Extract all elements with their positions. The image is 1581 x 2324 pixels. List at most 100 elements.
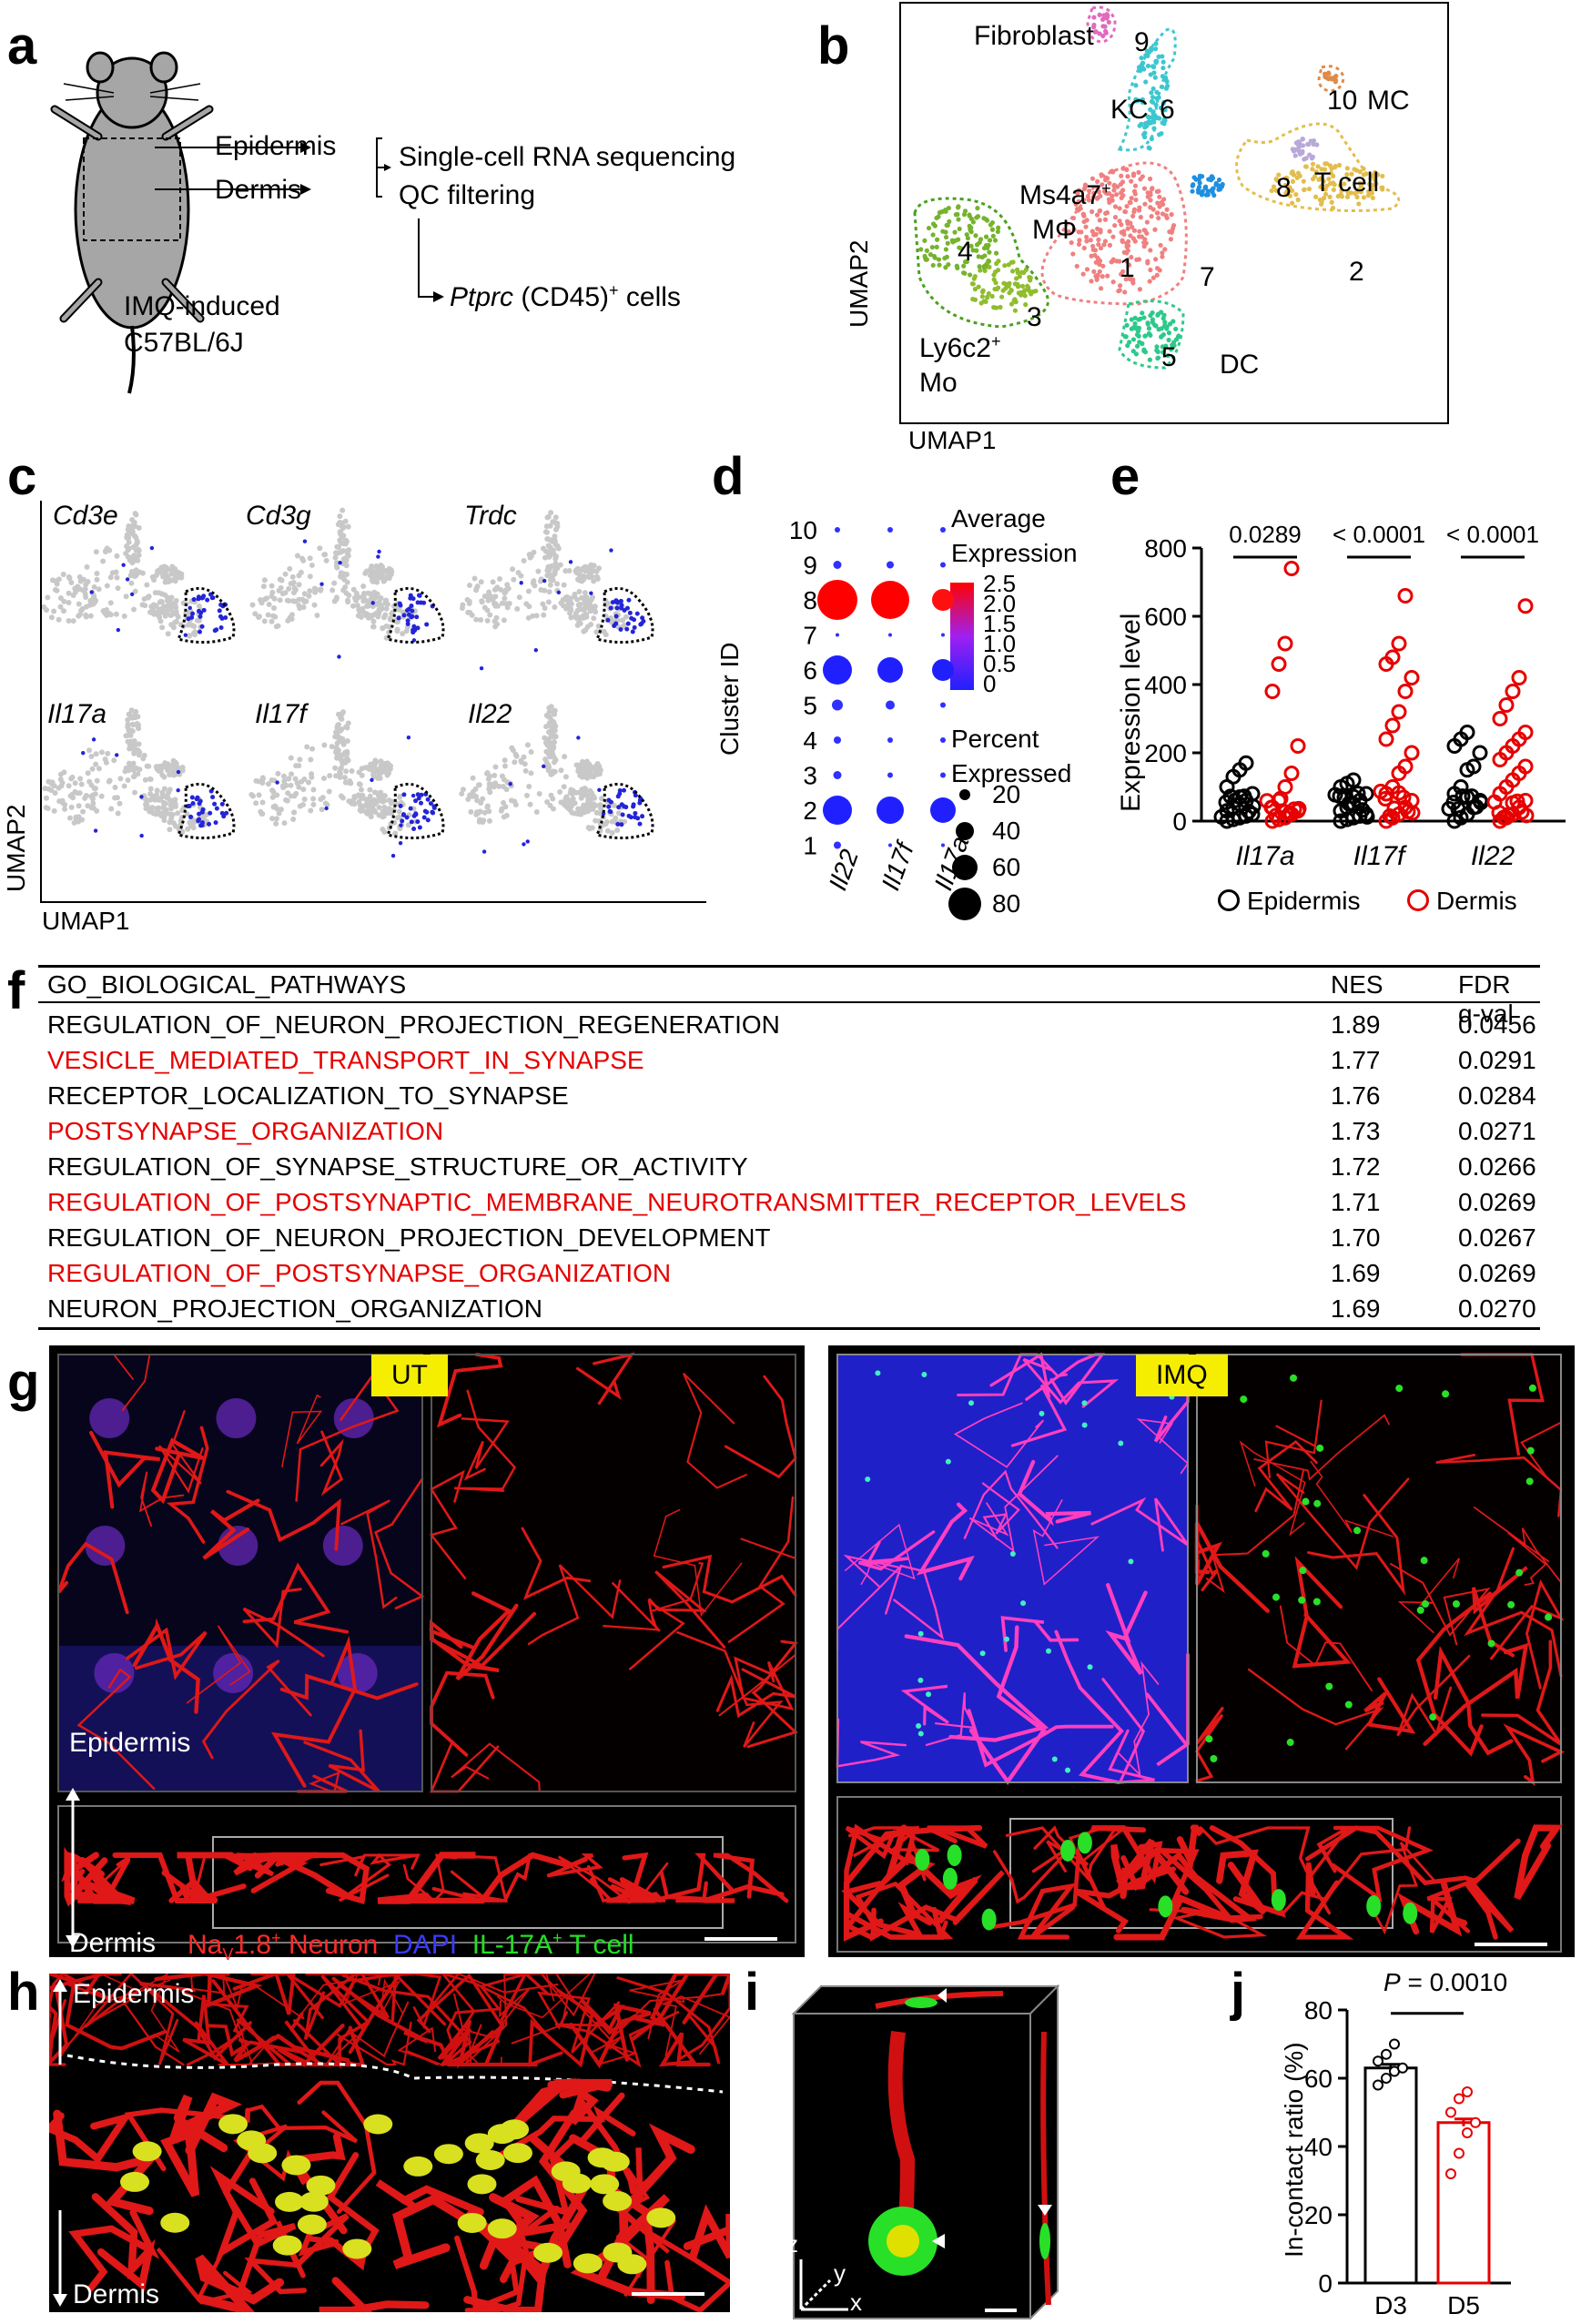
umap-cell-dot [927, 252, 934, 258]
feature-cell-dot [372, 594, 379, 601]
feature-cell-dot [256, 792, 262, 798]
feature-title-il22: Il22 [468, 699, 512, 729]
umap-cell-dot [947, 218, 952, 225]
umap-cell-dot [1150, 99, 1156, 105]
feature-cell-dot [503, 586, 510, 593]
feature-cell-dot [309, 746, 316, 752]
nerve-fiber [515, 2092, 625, 2217]
feature-cell-dot [259, 780, 266, 787]
feature-cell-dot [561, 784, 567, 790]
feature-cell-dot [581, 614, 587, 621]
tcell-dot [1316, 1444, 1324, 1452]
feature-cell-dot [294, 780, 300, 787]
tcell-dot [1210, 1754, 1218, 1762]
epidermis-point [1472, 745, 1488, 761]
size-legend-dot [952, 855, 978, 880]
feature-cell-dot [157, 599, 163, 605]
feature-cell-dot [256, 614, 262, 620]
nerve-fiber [682, 1372, 747, 1489]
tcell-dot [926, 1691, 932, 1698]
feature-cell-dot [135, 546, 141, 553]
feature-cell-dot [253, 800, 259, 807]
umap-cell-dot [1143, 79, 1149, 85]
avg-title-1: Average [951, 504, 1046, 533]
feature-cell-dot [494, 584, 501, 591]
feature-cell-dot [579, 774, 585, 780]
tcell-dot [915, 1848, 930, 1871]
umap-cell-dot [1153, 46, 1159, 52]
feature-expr-dot [81, 751, 86, 756]
umap-cell-dot [1010, 259, 1016, 265]
feature-cell-dot [145, 594, 151, 601]
umap-cell-dot [983, 299, 988, 305]
label-cluster-4: 4 [958, 237, 973, 267]
tcell-contact [887, 2225, 919, 2258]
feature-expr-dot [275, 780, 279, 785]
feature-expr-dot [401, 613, 407, 618]
feature-cell-dot [547, 544, 553, 551]
tcell-dot [1299, 1567, 1307, 1575]
feature-cell-dot [562, 774, 569, 780]
feature-expr-dot [634, 611, 640, 616]
umap-cell-dot [1077, 238, 1082, 243]
umap-cell-dot [1125, 174, 1130, 179]
umap-cell-dot [1141, 244, 1147, 249]
nerve-fiber [1091, 1825, 1163, 1884]
feature-cell-dot [76, 818, 82, 825]
nerve-fiber [377, 1852, 476, 1904]
dermis-point [1404, 670, 1420, 685]
umap-cell-dot [989, 219, 996, 226]
feature-cell-dot [87, 613, 94, 619]
umap-cell-dot [929, 244, 935, 250]
feature-expr-dot [618, 627, 623, 633]
feature-cell-dot [310, 796, 317, 802]
feature-cell-dot [276, 810, 282, 817]
table-bottom-rule [38, 1327, 1540, 1330]
feature-cell-dot [104, 583, 110, 589]
feature-expr-dot [189, 795, 195, 800]
umap-cell-dot [1295, 197, 1301, 203]
feature-expr-dot [617, 787, 623, 793]
tcell-dot [160, 2212, 190, 2233]
umap-plot [913, 5, 1401, 370]
feature-cell-dot [127, 732, 134, 738]
label-cluster-1: 1 [1120, 253, 1135, 283]
umap-cell-dot [934, 244, 939, 250]
umap-cell-dot [1107, 228, 1112, 234]
feature-expr-dot [93, 828, 98, 833]
umap-cell-dot [976, 284, 981, 289]
tcell-dot [1081, 1422, 1088, 1428]
feature-cell-dot [356, 781, 362, 787]
nerve-fiber [279, 1673, 419, 1700]
feature-cell-dot [133, 567, 139, 573]
nerve-fiber [451, 1742, 541, 1793]
umap-cell-dot [1107, 180, 1112, 186]
tcell-dot [433, 2144, 463, 2165]
umap-cell-dot [1344, 166, 1350, 171]
nerve-fiber [598, 2123, 695, 2280]
nerve-fiber [511, 1974, 596, 2045]
bar-point [1462, 2086, 1473, 2097]
feature-cell-dot [83, 582, 89, 588]
feature-cell-dot [76, 790, 83, 797]
feature-cell-dot [104, 545, 110, 552]
feature-cell-dot [252, 611, 258, 617]
tcell-side [1039, 2223, 1050, 2259]
umap-cell-dot [1160, 344, 1165, 350]
umap-cell-dot [1157, 116, 1162, 121]
feature-cell-dot [459, 791, 465, 797]
label-model-1: IMQ-induced [124, 291, 280, 321]
size-legend-dot [956, 822, 974, 840]
feature-cell-dot [537, 578, 543, 584]
umap-cell-dot [1097, 261, 1102, 268]
feature-cell-dot [167, 787, 173, 793]
feature-expr-dot [302, 539, 308, 543]
umap-cell-dot [1339, 188, 1344, 193]
legend-nav-sub: V [222, 1945, 234, 1964]
umap-cell-dot [1097, 208, 1103, 214]
nerve-fiber [281, 1394, 323, 1467]
nerve-fiber [1464, 1547, 1563, 1678]
feature-cell-dot [331, 598, 338, 604]
umap-cell-dot [1117, 259, 1122, 264]
size-legend-tick: 60 [992, 853, 1020, 881]
